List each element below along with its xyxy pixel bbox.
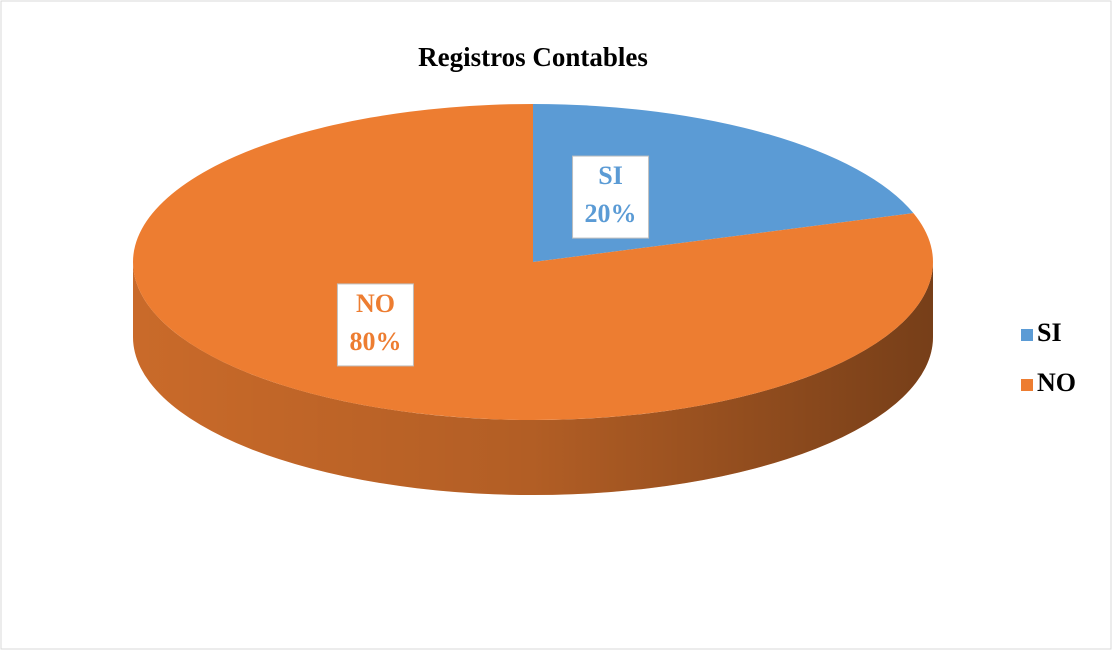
- pie-side-shade: [133, 262, 933, 495]
- data-label-box: [336, 283, 414, 367]
- data-label-value: 80%: [349, 327, 401, 356]
- data-label-category: NO: [356, 289, 395, 318]
- pie-slice: [132, 104, 933, 420]
- data-label-value: 20%: [585, 199, 637, 228]
- data-label-box: [572, 155, 650, 239]
- legend-swatch: [1021, 329, 1033, 341]
- legend-label: NO: [1037, 368, 1076, 397]
- legend-label: SI: [1037, 318, 1062, 347]
- legend-swatch: [1021, 379, 1033, 391]
- data-label-category: SI: [598, 161, 623, 190]
- chart-title: Registros Contables: [418, 42, 648, 72]
